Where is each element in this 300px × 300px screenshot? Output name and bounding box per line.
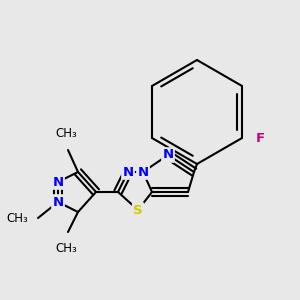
Text: N: N	[162, 148, 174, 161]
Text: N: N	[52, 196, 64, 208]
Text: S: S	[133, 203, 143, 217]
Text: N: N	[137, 166, 148, 178]
Text: N: N	[122, 166, 134, 178]
Text: CH₃: CH₃	[55, 127, 77, 140]
Text: CH₃: CH₃	[6, 212, 28, 224]
Text: N: N	[52, 176, 64, 188]
Text: CH₃: CH₃	[55, 242, 77, 255]
Text: F: F	[256, 131, 265, 145]
